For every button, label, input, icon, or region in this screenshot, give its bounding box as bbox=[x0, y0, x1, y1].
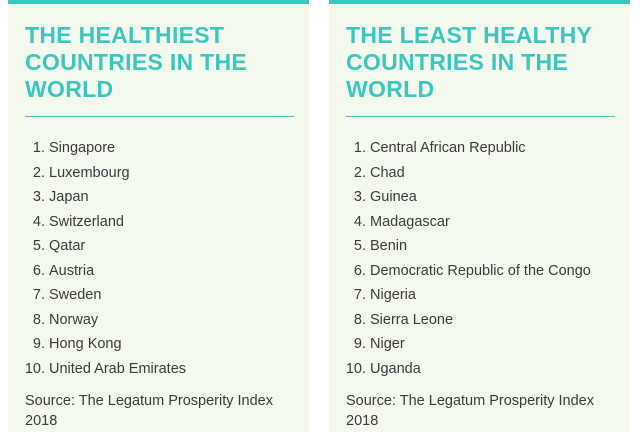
country-name: Hong Kong bbox=[49, 336, 122, 352]
list-item: 9. Hong Kong bbox=[16, 332, 186, 357]
country-name: Japan bbox=[49, 189, 89, 205]
list-item: 2. Chad bbox=[337, 161, 591, 186]
divider bbox=[346, 116, 615, 117]
list-item: 5. Qatar bbox=[16, 234, 186, 259]
list-item: 4. Madagascar bbox=[337, 210, 591, 235]
rank-number: 7. bbox=[32, 287, 45, 303]
source-note: Source: The Legatum Prosperity Index 201… bbox=[25, 393, 273, 429]
country-name: Guinea bbox=[370, 189, 417, 205]
list-item: 8. Norway bbox=[16, 308, 186, 333]
country-name: Nigeria bbox=[370, 287, 416, 303]
country-name: Madagascar bbox=[370, 213, 450, 230]
list-item: 8. Sierra Leone bbox=[337, 308, 591, 333]
ranking-list: 1. Singapore 2. Luxembourg 3. Japan 4. Switzerl… bbox=[16, 136, 186, 381]
divider bbox=[25, 116, 294, 117]
list-item: 10. Uganda bbox=[337, 357, 591, 382]
country-name: Singapore bbox=[49, 140, 116, 156]
rank-number: 1. bbox=[32, 140, 45, 156]
list-item: 7. Sweden bbox=[16, 283, 186, 308]
rank-number: 4. bbox=[32, 213, 45, 230]
rank-number: 7. bbox=[353, 287, 366, 303]
rank-number: 5. bbox=[353, 238, 366, 254]
country-name: Luxembourg bbox=[49, 164, 130, 181]
country-name: Central African Republic bbox=[370, 140, 526, 156]
least-healthy-panel: THE LEAST HEALTHY COUNTRIES IN THE WORLD… bbox=[329, 0, 630, 432]
list-item: 10. United Arab Emirates bbox=[16, 357, 186, 382]
country-name: Norway bbox=[49, 311, 99, 328]
country-name: Qatar bbox=[49, 238, 86, 254]
healthiest-panel: THE HEALTHIEST COUNTRIES IN THE WORLD 1.… bbox=[8, 0, 309, 432]
country-name: Sierra Leone bbox=[370, 311, 454, 328]
panel-title: THE HEALTHIEST COUNTRIES IN THE WORLD bbox=[25, 22, 248, 102]
list-item: 3. Guinea bbox=[337, 185, 591, 210]
rank-number: 6. bbox=[32, 262, 45, 279]
rank-number: 2. bbox=[353, 164, 366, 181]
list-item: 6. Democratic Republic of the Congo bbox=[337, 259, 591, 284]
country-name: Benin bbox=[370, 238, 408, 254]
rank-number: 9. bbox=[353, 336, 366, 352]
rank-number: 3. bbox=[353, 189, 366, 205]
country-name: Chad bbox=[370, 164, 405, 181]
rank-number: 10. bbox=[345, 360, 366, 377]
rank-number: 10. bbox=[24, 360, 45, 377]
rank-number: 8. bbox=[353, 311, 366, 328]
country-name: Switzerland bbox=[49, 213, 124, 230]
rank-number: 4. bbox=[353, 213, 366, 230]
list-item: 4. Switzerland bbox=[16, 210, 186, 235]
country-name: Austria bbox=[49, 262, 95, 279]
list-item: 9. Niger bbox=[337, 332, 591, 357]
list-item: 5. Benin bbox=[337, 234, 591, 259]
country-name: Democratic Republic of the Congo bbox=[370, 262, 591, 279]
rank-number: 3. bbox=[32, 189, 45, 205]
rank-number: 2. bbox=[32, 164, 45, 181]
list-item: 2. Luxembourg bbox=[16, 161, 186, 186]
source-note: Source: The Legatum Prosperity Index 201… bbox=[346, 393, 594, 429]
ranking-list: 1. Central African Republic 2. Chad 3. Guinea… bbox=[337, 136, 591, 381]
rank-number: 1. bbox=[353, 140, 366, 156]
rank-number: 9. bbox=[32, 336, 45, 352]
country-name: Uganda bbox=[370, 360, 421, 377]
rank-number: 5. bbox=[32, 238, 45, 254]
list-item: 1. Singapore bbox=[16, 136, 186, 161]
list-item: 6. Austria bbox=[16, 259, 186, 284]
list-item: 1. Central African Republic bbox=[337, 136, 591, 161]
list-item: 7. Nigeria bbox=[337, 283, 591, 308]
rank-number: 6. bbox=[353, 262, 366, 279]
country-name: United Arab Emirates bbox=[49, 360, 187, 377]
panel-title: THE LEAST HEALTHY COUNTRIES IN THE WORLD bbox=[346, 22, 592, 102]
country-name: Sweden bbox=[49, 287, 102, 303]
list-item: 3. Japan bbox=[16, 185, 186, 210]
country-name: Niger bbox=[370, 336, 405, 352]
rank-number: 8. bbox=[32, 311, 45, 328]
